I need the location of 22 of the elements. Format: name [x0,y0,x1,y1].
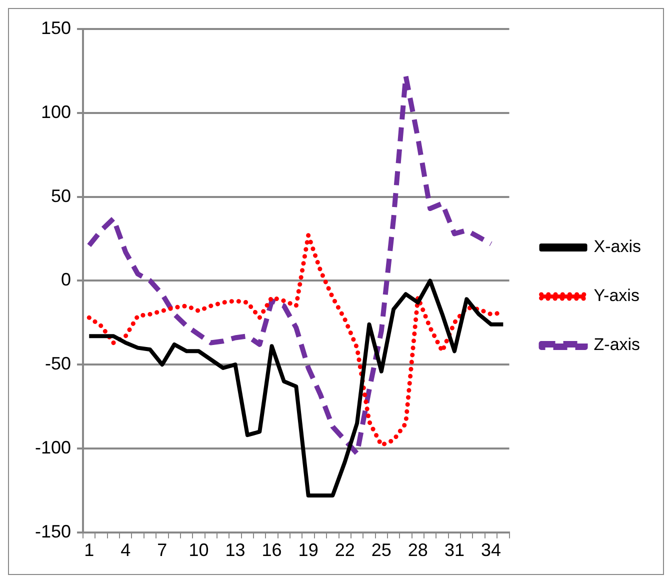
x-tick-label: 7 [157,540,168,560]
x-tick-label: 13 [225,540,246,560]
y-tick-label: 50 [50,186,72,206]
x-tick-label: 28 [408,540,428,560]
x-tick-label: 31 [444,540,464,560]
legend-label: Z-axis [594,335,640,354]
x-tick-label: 34 [480,540,502,560]
y-tick-label: -50 [45,354,72,374]
y-tick-label: 150 [40,18,72,38]
x-tick-label: 22 [334,540,355,560]
x-tick-label: 1 [84,540,94,560]
x-tick-label: 19 [298,540,318,560]
y-tick-label: -100 [34,437,72,458]
x-tick-label: 10 [188,540,209,560]
legend-label: Y-axis [594,286,640,306]
legend-label: X-axis [594,237,642,256]
x-tick-label: 25 [371,540,392,560]
y-tick-label: 100 [40,102,72,122]
y-tick-label: -150 [34,521,72,542]
x-tick-label: 16 [262,540,282,560]
y-tick-label: 0 [61,270,72,290]
x-tick-label: 4 [120,540,131,560]
